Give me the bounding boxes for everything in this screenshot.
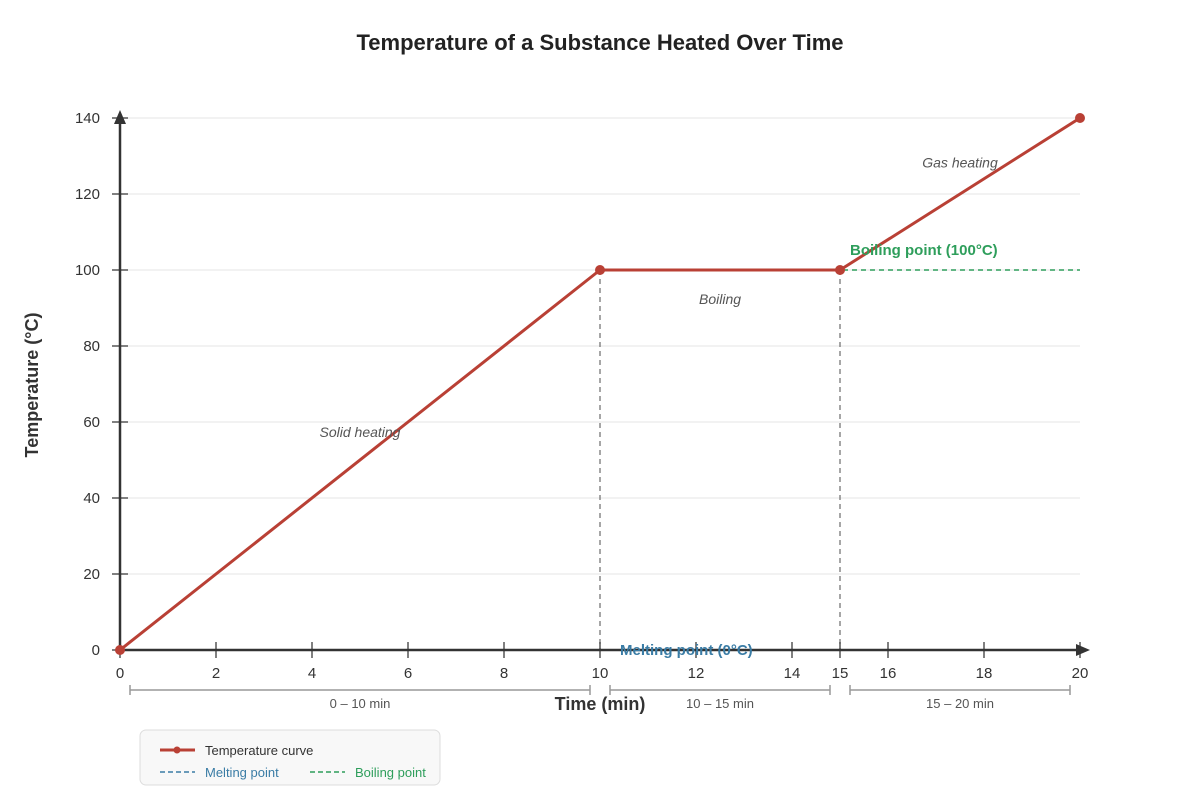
- time-range-label: 10 – 15 min: [686, 696, 754, 711]
- legend: Temperature curve Melting point Boiling po…: [139, 729, 441, 786]
- y-tick-label: 120: [75, 186, 100, 203]
- phase-annotation: Gas heating: [922, 154, 998, 170]
- melting-point-label: Melting point (0°C): [620, 642, 753, 659]
- legend-label-boiling: Boiling point: [355, 765, 426, 780]
- x-tick-label: 4: [308, 665, 316, 682]
- marker-layer: [120, 269, 1080, 651]
- phase-annotation: Solid heating: [320, 424, 401, 440]
- y-tick-label: 80: [83, 338, 100, 355]
- data-point: [115, 645, 125, 655]
- x-tick-label: 10: [592, 665, 609, 682]
- x-tick-label: 8: [500, 665, 508, 682]
- x-tick-label: 6: [404, 665, 412, 682]
- x-tick-label: 20: [1072, 665, 1089, 682]
- series-layer: [115, 113, 1085, 655]
- legend-box: [139, 729, 441, 786]
- x-tick-label: 18: [976, 665, 993, 682]
- x-tick-label: 16: [880, 665, 897, 682]
- y-tick-label: 140: [75, 110, 100, 127]
- y-tick-label: 100: [75, 262, 100, 279]
- label-layer: Boiling point (100°C) Melting point (0°C)…: [320, 154, 998, 659]
- y-axis-arrow: [114, 110, 126, 124]
- chart-title: Temperature of a Substance Heated Over T…: [356, 30, 843, 55]
- data-point: [595, 265, 605, 275]
- x-tick-label: 0: [116, 665, 124, 682]
- range-layer: 0 – 10 min 10 – 15 min 15 – 20 min: [129, 685, 1071, 711]
- x-tick-label: 14: [784, 665, 801, 682]
- x-tick-label: 12: [688, 665, 705, 682]
- x-tick-label: 15: [832, 665, 849, 682]
- y-tick-label: 0: [92, 642, 100, 659]
- legend-label-temperature: Temperature curve: [205, 743, 313, 758]
- data-point: [835, 265, 845, 275]
- x-axis-arrow: [1076, 644, 1090, 656]
- legend-label-melting: Melting point: [205, 765, 279, 780]
- y-tick-label: 20: [83, 566, 100, 583]
- legend-swatch-marker: [173, 746, 181, 754]
- time-range-label: 0 – 10 min: [330, 696, 391, 711]
- y-axis-label: Temperature (°C): [22, 313, 42, 458]
- y-tick-label: 60: [83, 414, 100, 431]
- data-point: [1075, 113, 1085, 123]
- phase-annotation: Boiling: [699, 291, 741, 307]
- y-tick-label: 40: [83, 490, 100, 507]
- temperature-curve-line: [119, 116, 1081, 652]
- axis-layer: 0 20 40 60 80 100 120 140 0 2 4 6 8 10 12 14 15 16 18 20: [75, 110, 1090, 682]
- time-range-label: 15 – 20 min: [926, 696, 994, 711]
- x-axis-label: Time (min): [555, 694, 646, 714]
- boiling-point-label: Boiling point (100°C): [850, 242, 998, 259]
- x-tick-label: 2: [212, 665, 220, 682]
